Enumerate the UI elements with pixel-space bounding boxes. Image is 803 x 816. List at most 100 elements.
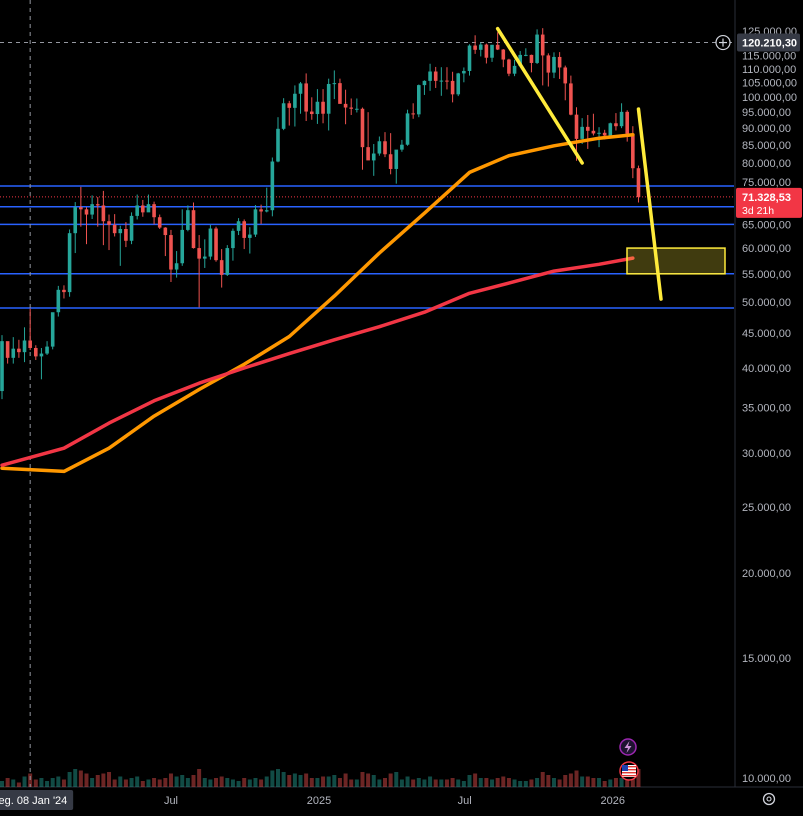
candle[interactable] [95,197,100,227]
candle[interactable] [90,195,94,219]
candle[interactable] [197,235,201,308]
candle[interactable] [304,73,308,122]
candle[interactable] [208,224,213,260]
candle[interactable] [338,78,342,104]
candle[interactable] [467,44,472,76]
candle[interactable] [636,165,641,203]
candle[interactable] [0,335,4,400]
candle[interactable] [439,67,444,96]
settings-icon[interactable] [762,792,776,806]
us-flag-icon[interactable] [619,761,639,781]
candle[interactable] [293,85,297,127]
candle[interactable] [214,226,218,262]
candle[interactable] [112,214,117,237]
candle[interactable] [388,133,393,175]
candle[interactable] [490,44,494,62]
candle[interactable] [107,214,111,251]
candle[interactable] [163,227,168,257]
candle[interactable] [417,84,421,118]
candle[interactable] [33,345,38,360]
candle[interactable] [118,225,123,266]
candle[interactable] [276,117,280,163]
candle[interactable] [67,229,72,297]
candle[interactable] [11,337,16,364]
candle[interactable] [585,114,590,149]
candle[interactable] [507,58,511,77]
candle[interactable] [5,341,10,364]
candle[interactable] [557,52,562,79]
candle[interactable] [157,214,162,229]
candle[interactable] [535,29,539,65]
candle[interactable] [546,53,551,87]
candle[interactable] [377,136,382,156]
candle[interactable] [79,186,83,227]
candle[interactable] [321,89,325,124]
candle[interactable] [152,201,156,225]
candle[interactable] [552,52,556,79]
trendline-drawing[interactable] [636,107,663,301]
candle[interactable] [569,75,573,116]
candle[interactable] [186,205,190,232]
candle[interactable] [73,202,78,254]
candle[interactable] [45,341,49,355]
candle[interactable] [462,67,466,83]
candle[interactable] [219,249,224,288]
candle[interactable] [287,100,292,126]
candle[interactable] [22,327,27,363]
candle[interactable] [524,48,528,57]
moving-average-orange[interactable] [0,133,635,474]
candle[interactable] [253,205,258,237]
candle[interactable] [259,204,263,224]
candle[interactable] [28,308,32,351]
candle[interactable] [315,89,320,124]
candle[interactable] [411,103,415,119]
candle[interactable] [326,78,331,131]
candle[interactable] [174,251,179,278]
candle[interactable] [191,202,196,249]
lightning-icon[interactable] [619,738,637,756]
candle[interactable] [62,285,66,299]
candle[interactable] [309,97,314,120]
candle[interactable] [355,98,359,113]
candle[interactable] [529,54,534,73]
candle[interactable] [366,112,370,161]
candle[interactable] [473,35,477,54]
candle[interactable] [383,132,387,158]
candle[interactable] [428,63,432,91]
candle[interactable] [394,149,399,184]
candle[interactable] [371,144,376,176]
candle[interactable] [56,285,61,317]
trendline-drawing[interactable] [495,26,584,165]
candle[interactable] [433,66,438,88]
candle[interactable] [563,65,568,101]
candle[interactable] [456,72,461,97]
candle[interactable] [400,139,404,152]
candle[interactable] [248,227,252,254]
candle[interactable] [146,194,151,213]
candle[interactable] [484,43,489,64]
moving-average-red[interactable] [0,256,635,467]
candle[interactable] [619,103,624,129]
candle[interactable] [270,157,275,217]
candle[interactable] [236,218,241,236]
candle[interactable] [343,89,348,125]
candle[interactable] [135,194,139,220]
candle[interactable] [591,113,596,136]
candle[interactable] [225,245,230,276]
candle[interactable] [495,32,500,51]
candle[interactable] [202,239,207,268]
candle[interactable] [450,71,455,103]
candle[interactable] [50,312,55,350]
candle[interactable] [264,187,269,213]
candle[interactable] [360,107,365,170]
candle[interactable] [422,80,427,95]
candle[interactable] [124,222,128,248]
candle[interactable] [512,59,517,77]
candle[interactable] [332,70,337,100]
candle[interactable] [405,109,410,146]
candle[interactable] [39,347,44,380]
candle[interactable] [180,209,185,266]
crosshair-plus-icon[interactable] [715,34,731,51]
